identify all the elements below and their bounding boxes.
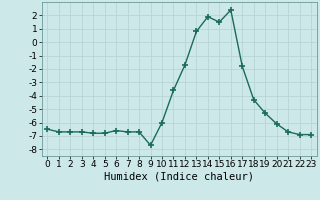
X-axis label: Humidex (Indice chaleur): Humidex (Indice chaleur) xyxy=(104,172,254,182)
